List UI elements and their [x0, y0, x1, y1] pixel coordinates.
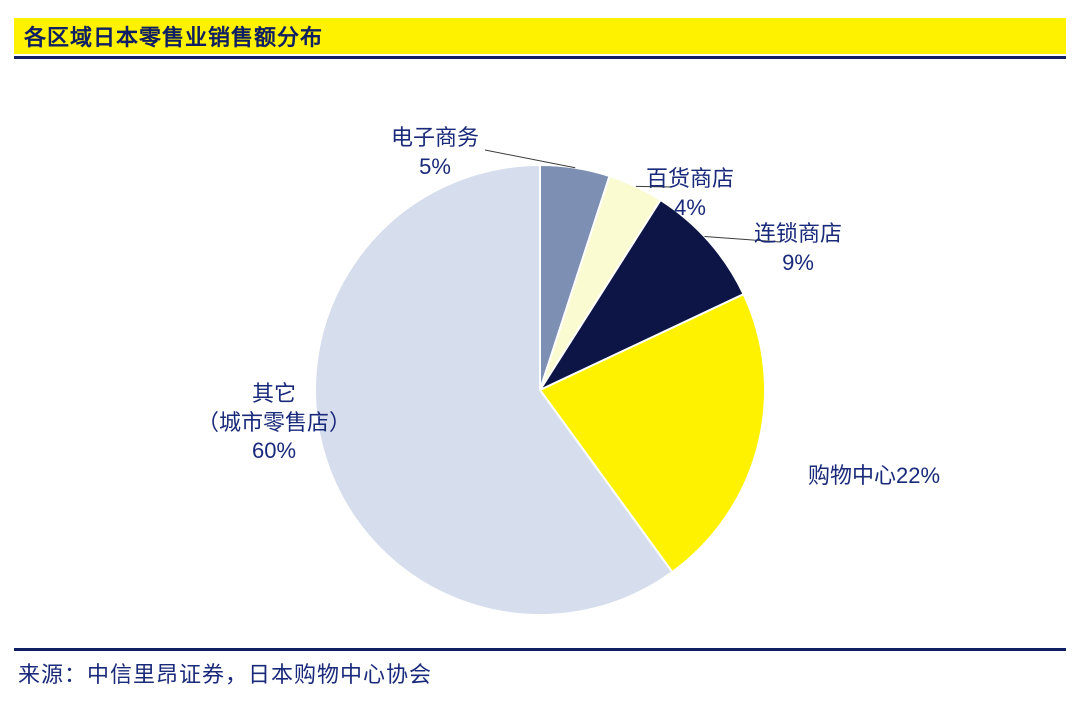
source-text: 来源：中信里昂证券，日本购物中心协会 — [18, 657, 432, 689]
pie-chart — [0, 80, 1080, 640]
footer-divider — [14, 648, 1066, 651]
chart-title: 各区域日本零售业销售额分布 — [24, 20, 323, 52]
slice-label-chain_store: 连锁商店 9% — [754, 220, 842, 277]
slice-label-ecommerce: 电子商务 5% — [391, 124, 479, 181]
source-prefix: 来源： — [18, 662, 87, 687]
title-underline — [14, 56, 1066, 59]
chart-container: 各区域日本零售业销售额分布 电子商务 5% 百货商店 4% 连锁商店 9% 购物中心2… — [0, 0, 1080, 705]
title-bar-wrap: 各区域日本零售业销售额分布 — [14, 18, 1066, 59]
title-bar: 各区域日本零售业销售额分布 — [14, 18, 1066, 54]
slice-label-shopping_center: 购物中心22% — [808, 462, 940, 491]
slice-label-other: 其它 （城市零售店） 60% — [197, 380, 351, 466]
slice-label-department_store: 百货商店 4% — [646, 165, 734, 222]
pie-chart-region: 电子商务 5% 百货商店 4% 连锁商店 9% 购物中心22% 其它 （城市零售店） 6… — [0, 80, 1080, 640]
source-value: 中信里昂证券，日本购物中心协会 — [87, 662, 432, 687]
